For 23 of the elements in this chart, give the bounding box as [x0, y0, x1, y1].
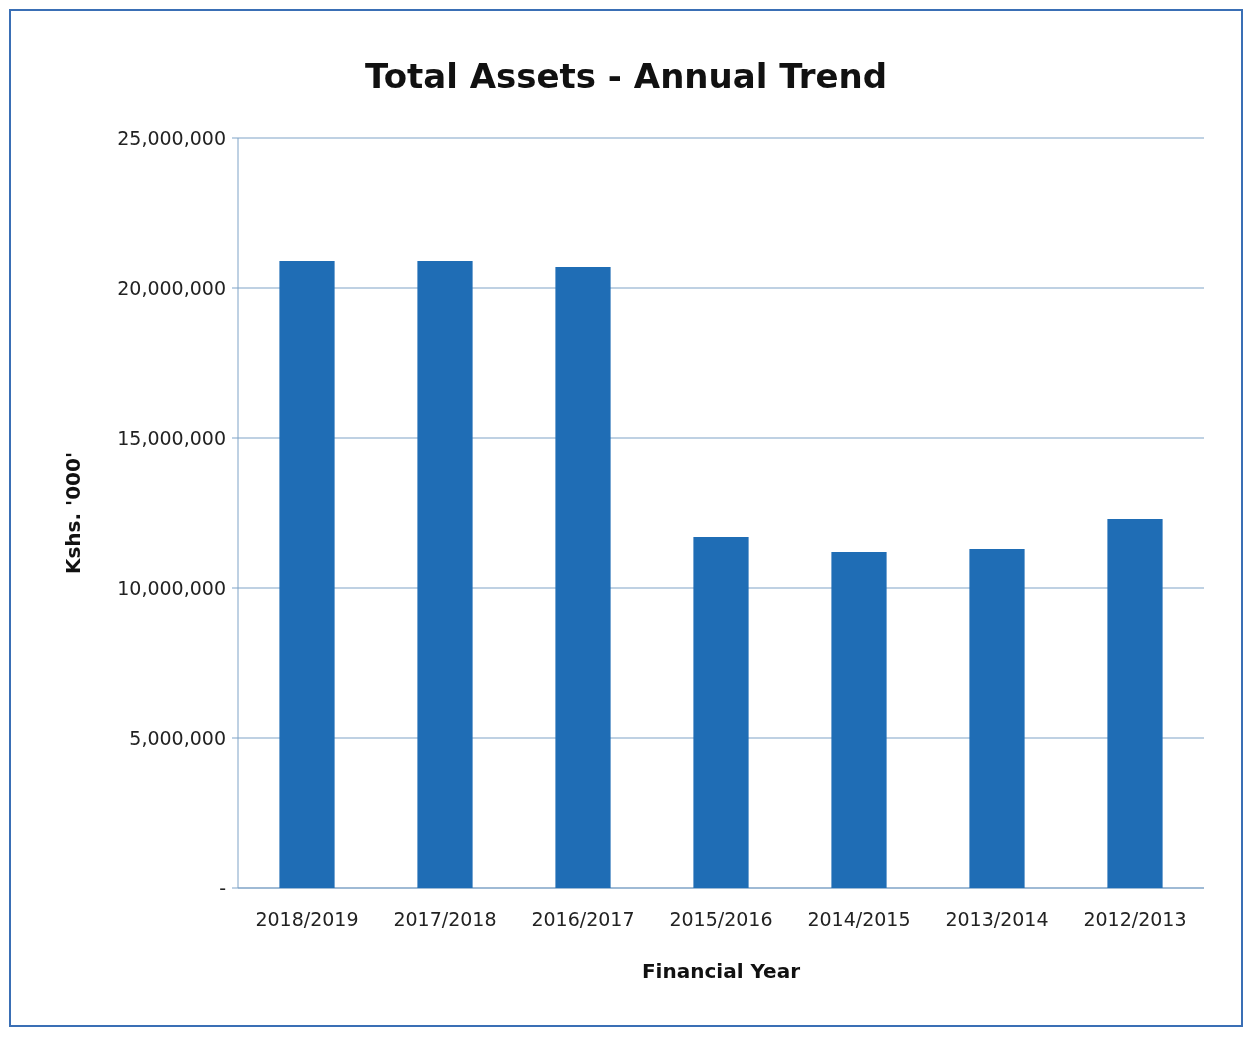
bar — [279, 261, 335, 888]
y-tick-label: - — [219, 876, 226, 899]
bar — [693, 537, 749, 888]
x-tick-label: 2016/2017 — [531, 908, 635, 930]
x-tick-label: 2017/2018 — [393, 908, 497, 930]
bar — [1107, 519, 1163, 888]
chart-title: Total Assets - Annual Trend — [364, 56, 888, 96]
x-axis-title: Financial Year — [641, 959, 801, 983]
bar — [831, 552, 887, 888]
x-tick-label: 2015/2016 — [669, 908, 773, 930]
y-tick-label: 25,000,000 — [117, 126, 226, 149]
bar — [417, 261, 473, 888]
bar — [969, 549, 1025, 888]
y-tick-label: 15,000,000 — [117, 426, 226, 449]
x-tick-label: 2018/2019 — [255, 908, 359, 930]
x-tick-label: 2012/2013 — [1083, 908, 1187, 930]
y-tick-label: 5,000,000 — [129, 726, 226, 749]
bar — [555, 267, 611, 888]
y-tick-label: 20,000,000 — [117, 276, 226, 299]
x-tick-label: 2014/2015 — [807, 908, 911, 930]
y-axis-title: Kshs. '000' — [61, 451, 85, 575]
x-tick-label: 2013/2014 — [945, 908, 1049, 930]
y-tick-label: 10,000,000 — [117, 576, 226, 599]
